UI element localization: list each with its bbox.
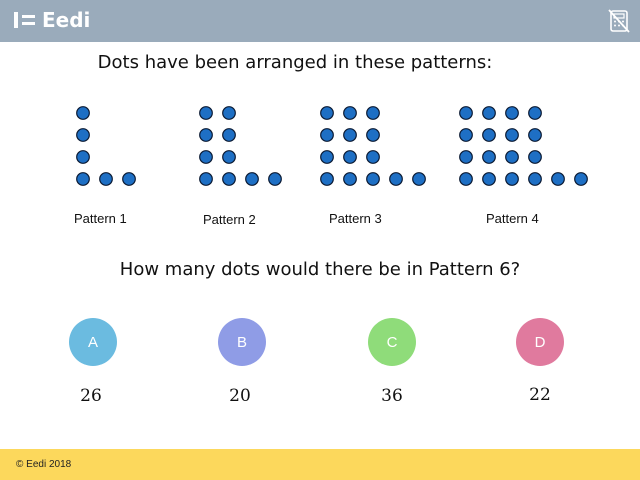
eedi-logo-icon <box>14 11 36 29</box>
pattern-1-dot <box>122 172 136 186</box>
brand-name: Eedi <box>42 8 91 32</box>
pattern-4-dot <box>459 150 473 164</box>
option-c-answer: 36 <box>381 386 403 406</box>
pattern-4-dot <box>528 106 542 120</box>
pattern-4-dot <box>482 128 496 142</box>
pattern-2-dot <box>199 172 213 186</box>
pattern-4-dot <box>505 150 519 164</box>
question-title: Dots have been arranged in these pattern… <box>97 52 493 73</box>
option-a-answer: 26 <box>80 386 102 406</box>
pattern-4-dot <box>505 106 519 120</box>
pattern-3-dot <box>366 150 380 164</box>
pattern-4-dot <box>528 172 542 186</box>
option-d-button[interactable]: D <box>516 318 564 366</box>
pattern-2-dot <box>268 172 282 186</box>
pattern-4-dot <box>459 128 473 142</box>
option-a-button[interactable]: A <box>69 318 117 366</box>
pattern-3-dot <box>343 150 357 164</box>
pattern-4-dot <box>505 128 519 142</box>
pattern-4-dot <box>528 128 542 142</box>
pattern-2-dot <box>199 150 213 164</box>
pattern-3-dot <box>412 172 426 186</box>
pattern-4-dot <box>482 106 496 120</box>
pattern-2-dot <box>222 128 236 142</box>
footer-bar: © Eedi 2018 <box>0 449 640 480</box>
pattern-4-dot <box>482 150 496 164</box>
pattern-3-dot <box>343 128 357 142</box>
pattern-3-dot <box>366 106 380 120</box>
pattern-1-dot <box>76 150 90 164</box>
pattern-2-dot <box>199 128 213 142</box>
eedi-logo[interactable]: Eedi <box>14 8 90 32</box>
pattern-3-dot <box>320 128 334 142</box>
pattern-3-label: Pattern 3 <box>329 211 382 226</box>
pattern-1-dot <box>76 128 90 142</box>
pattern-2-label: Pattern 2 <box>203 212 256 227</box>
pattern-1-dot <box>99 172 113 186</box>
pattern-1-dot <box>76 172 90 186</box>
copyright-text: © Eedi 2018 <box>16 459 72 470</box>
pattern-4-dot <box>551 172 565 186</box>
option-b-button[interactable]: B <box>218 318 266 366</box>
pattern-3-dot <box>389 172 403 186</box>
pattern-3-dot <box>320 150 334 164</box>
pattern-4-label: Pattern 4 <box>486 211 539 226</box>
option-b-answer: 20 <box>229 386 251 406</box>
pattern-3-dot <box>366 128 380 142</box>
pattern-2-dot <box>245 172 259 186</box>
header-bar: Eedi <box>0 0 640 42</box>
no-calculator-icon <box>608 9 630 33</box>
question-prompt: How many dots would there be in Pattern … <box>119 259 521 280</box>
pattern-4-dot <box>459 106 473 120</box>
pattern-2-dot <box>199 106 213 120</box>
pattern-3-dot <box>366 172 380 186</box>
pattern-3-dot <box>320 106 334 120</box>
pattern-2-dot <box>222 106 236 120</box>
option-c-button[interactable]: C <box>368 318 416 366</box>
pattern-1-dot <box>76 106 90 120</box>
pattern-4-dot <box>528 150 542 164</box>
pattern-2-dot <box>222 150 236 164</box>
pattern-3-dot <box>320 172 334 186</box>
pattern-3-dot <box>343 106 357 120</box>
pattern-4-dot <box>459 172 473 186</box>
pattern-4-dot <box>505 172 519 186</box>
option-d-answer: 22 <box>529 385 551 405</box>
pattern-4-dot <box>482 172 496 186</box>
pattern-4-dot <box>574 172 588 186</box>
dot-patterns <box>76 106 588 186</box>
pattern-1-label: Pattern 1 <box>74 211 127 226</box>
pattern-2-dot <box>222 172 236 186</box>
pattern-3-dot <box>343 172 357 186</box>
